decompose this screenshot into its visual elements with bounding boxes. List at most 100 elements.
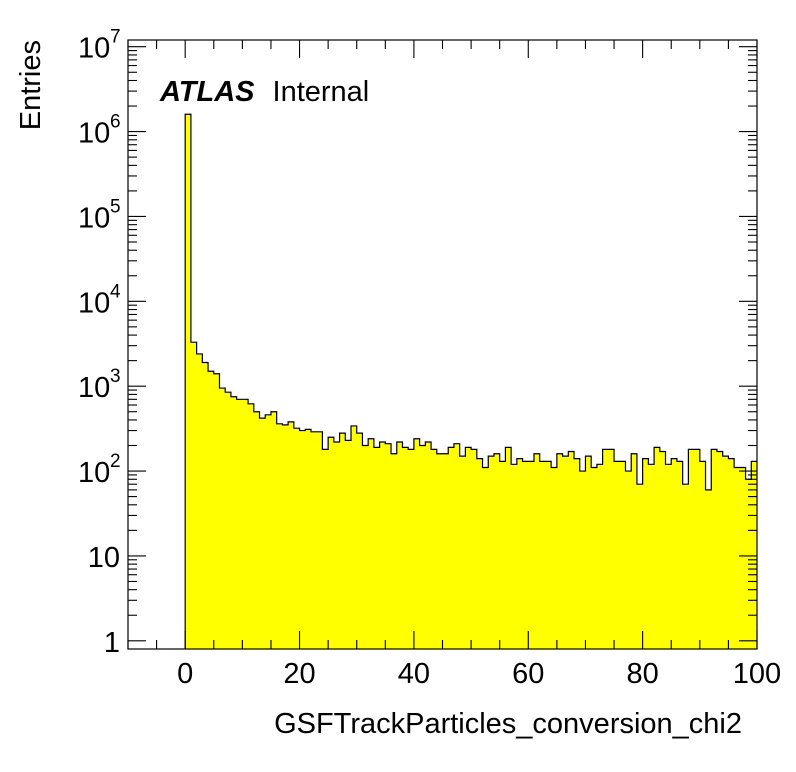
- atlas-internal-label: Internal: [273, 76, 370, 108]
- histogram-bar: [716, 451, 724, 649]
- histogram-bar: [213, 373, 220, 649]
- y-tick-exponent: 4: [110, 281, 121, 302]
- histogram-bar: [711, 449, 718, 649]
- histogram-bar: [705, 489, 712, 649]
- histogram-bar: [493, 453, 501, 649]
- histogram-bar: [328, 437, 335, 649]
- histogram-bar: [202, 362, 209, 649]
- histogram-bar: [539, 461, 546, 649]
- histogram-bar: [488, 456, 495, 649]
- histogram-bar: [551, 467, 558, 649]
- histogram-bar: [248, 403, 255, 649]
- histogram-bar: [425, 441, 432, 649]
- y-tick-exponent: 6: [110, 112, 121, 133]
- histogram-bar: [453, 443, 461, 649]
- histogram-bar: [614, 461, 621, 649]
- histogram-bar: [310, 431, 318, 649]
- x-tick-label: 0: [177, 658, 193, 690]
- histogram-bar: [694, 449, 701, 649]
- histogram-bar: [516, 458, 523, 649]
- histogram-bar: [299, 430, 306, 649]
- x-tick-label: 60: [512, 658, 544, 690]
- histogram-bar: [253, 411, 260, 649]
- histogram-bar: [419, 445, 426, 649]
- histogram-bar: [431, 449, 438, 649]
- histogram-bar: [642, 458, 649, 649]
- y-tick-label: 10: [88, 542, 120, 574]
- y-tick-label: 1: [104, 627, 120, 659]
- x-tick-label: 40: [398, 658, 430, 690]
- x-tick-label: 80: [627, 658, 659, 690]
- histogram-bar: [591, 467, 598, 649]
- histogram-bar: [408, 449, 415, 649]
- histogram-bar: [391, 453, 398, 649]
- histogram-bar: [608, 449, 615, 649]
- histogram-outline-layer: [184, 113, 757, 649]
- histogram-bar: [396, 441, 403, 649]
- histogram-bar: [373, 447, 380, 649]
- histogram-bar: [339, 433, 346, 649]
- histogram-bar: [596, 464, 604, 649]
- histogram-bar: [385, 443, 392, 649]
- y-tick-label: 10: [78, 457, 110, 489]
- histogram-bar: [316, 431, 323, 649]
- axis-ticks: [127, 40, 758, 649]
- histogram-bar: [625, 471, 632, 649]
- y-tick-exponent: 3: [110, 366, 121, 387]
- histogram-bar: [533, 453, 541, 649]
- histogram-bar: [688, 449, 695, 649]
- histogram-bar: [636, 484, 644, 649]
- atlas-label: ATLAS Internal: [159, 76, 369, 108]
- histogram-bar: [362, 445, 369, 649]
- histogram-bar: [482, 467, 489, 649]
- histogram-bar: [648, 464, 655, 649]
- histogram-bar: [465, 447, 472, 649]
- y-tick-label: 10: [78, 33, 110, 65]
- histogram-bar: [265, 414, 272, 649]
- histogram-bar: [259, 418, 266, 649]
- histogram-bar: [528, 461, 535, 649]
- histogram-bar: [270, 411, 278, 649]
- histogram-bar: [511, 464, 518, 649]
- histogram-bar: [671, 458, 678, 649]
- histogram-bar: [499, 461, 506, 649]
- histogram-bar: [436, 453, 443, 649]
- y-axis-title: Entries: [15, 40, 47, 130]
- histogram-bars: [185, 114, 758, 649]
- histogram-bar: [459, 456, 466, 649]
- histogram-bar: [322, 449, 329, 649]
- x-tick-label: 20: [283, 658, 315, 690]
- histogram-bar: [619, 461, 626, 649]
- histogram-bar: [505, 447, 512, 649]
- y-tick-label: 10: [78, 372, 110, 404]
- histogram-bar: [242, 399, 249, 649]
- y-tick-label: 10: [78, 118, 110, 150]
- histogram-bar: [722, 456, 729, 649]
- histogram-outline: [184, 113, 757, 649]
- histogram-bar: [654, 447, 661, 649]
- histogram-bar: [236, 399, 243, 649]
- histogram-bar: [476, 458, 483, 649]
- histogram-bar: [351, 425, 358, 649]
- y-tick-label: 10: [78, 202, 110, 234]
- histogram-bar: [190, 342, 198, 649]
- histogram-bar: [230, 396, 238, 649]
- histogram-bar: [333, 441, 340, 649]
- y-tick-exponent: 7: [110, 27, 121, 48]
- histogram-bar: [225, 392, 232, 649]
- y-tick-label: 10: [78, 287, 110, 319]
- histogram-bar: [356, 433, 363, 649]
- histogram-bar: [602, 449, 609, 649]
- histogram-bar: [368, 438, 375, 649]
- histogram-bar: [471, 449, 478, 649]
- x-tick-label: 100: [733, 658, 781, 690]
- y-tick-exponent: 5: [110, 196, 121, 217]
- histogram-bar: [739, 467, 746, 649]
- histogram-bar: [282, 424, 289, 649]
- histogram-bar: [293, 428, 300, 649]
- histogram-bar: [734, 467, 741, 649]
- histogram-bar: [208, 371, 215, 649]
- histogram-bar: [402, 447, 409, 649]
